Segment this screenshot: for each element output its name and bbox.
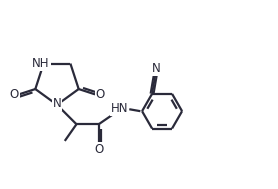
- Text: O: O: [95, 88, 105, 101]
- Text: N: N: [152, 62, 160, 75]
- Text: NH: NH: [32, 57, 49, 70]
- Text: O: O: [9, 88, 19, 101]
- Text: O: O: [94, 143, 103, 156]
- Text: HN: HN: [111, 102, 128, 115]
- Text: N: N: [53, 97, 61, 110]
